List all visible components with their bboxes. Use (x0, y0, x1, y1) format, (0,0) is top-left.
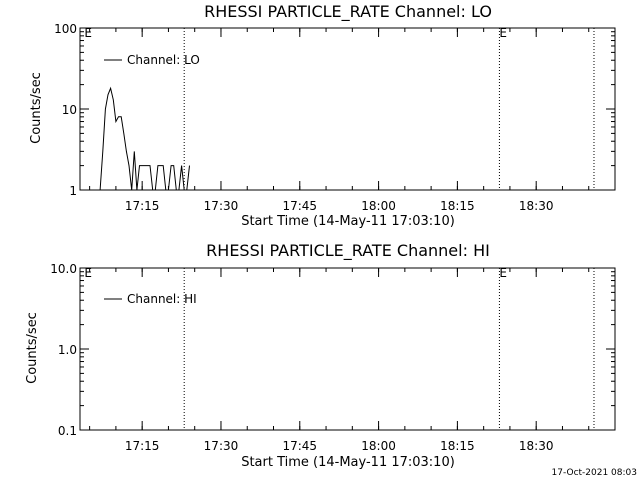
legend-label-hi: Channel: HI (127, 292, 197, 306)
event-marker-label: E (499, 266, 507, 280)
y-tick-label: 10 (62, 103, 77, 117)
x-tick-label: 17:30 (204, 199, 239, 213)
y-tick-label: 10.0 (50, 262, 77, 276)
x-tick-label: 18:15 (440, 439, 475, 453)
panel-lo: RHESSI PARTICLE_RATE Channel: LO Counts/… (29, 2, 616, 229)
y-axis-label-lo: Counts/sec (29, 72, 44, 144)
y-tick-label: 0.1 (58, 424, 77, 438)
event-marker-label: E (84, 266, 92, 280)
x-tick-label: 18:00 (361, 439, 396, 453)
x-tick-label: 17:45 (282, 439, 317, 453)
x-tick-label: 17:15 (125, 199, 160, 213)
y-tick-label: 1.0 (58, 343, 77, 357)
x-axis-label-hi: Start Time (14-May-11 17:03:10) (241, 455, 455, 470)
y-axis-label-hi: Counts/sec (25, 312, 40, 384)
x-tick-label: 18:30 (519, 439, 554, 453)
panel-hi: RHESSI PARTICLE_RATE Channel: HI Counts/… (25, 241, 616, 470)
footer-timestamp: 17-Oct-2021 08:03 (552, 468, 637, 478)
y-tick-label: 1 (69, 184, 77, 198)
chart-title-lo: RHESSI PARTICLE_RATE Channel: LO (204, 2, 492, 22)
event-marker-label: E (84, 26, 92, 40)
legend-label-lo: Channel: LO (127, 53, 200, 67)
x-tick-label: 17:45 (282, 199, 317, 213)
x-tick-label: 18:30 (519, 199, 554, 213)
series-line (99, 86, 190, 191)
x-axis-label-lo: Start Time (14-May-11 17:03:10) (241, 214, 455, 229)
x-tick-label: 18:15 (440, 199, 475, 213)
chart-title-hi: RHESSI PARTICLE_RATE Channel: HI (206, 241, 490, 261)
event-marker-label: E (499, 26, 507, 40)
x-tick-label: 17:30 (204, 439, 239, 453)
y-tick-label: 100 (54, 22, 77, 36)
x-tick-label: 18:00 (361, 199, 396, 213)
x-tick-label: 17:15 (125, 439, 160, 453)
